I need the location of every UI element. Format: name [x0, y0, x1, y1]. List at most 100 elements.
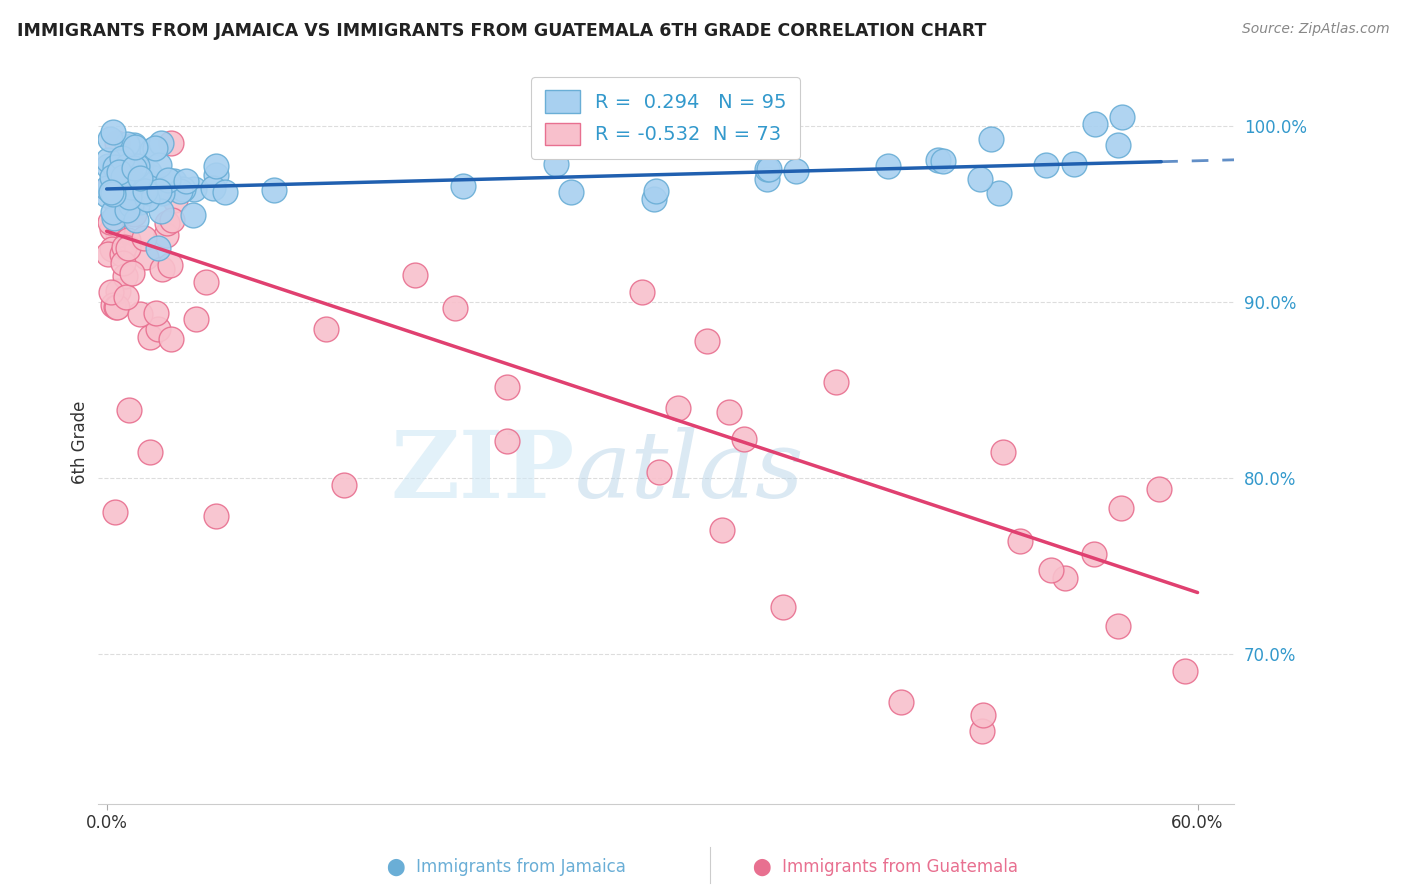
Point [136, 178, 159, 192]
Point [160, 213, 183, 227]
Point [444, 301, 467, 316]
Point [927, 153, 949, 167]
Point [560, 185, 582, 199]
Point [150, 203, 173, 218]
Point [183, 182, 205, 196]
Point [127, 159, 149, 173]
Point [149, 136, 172, 150]
Point [496, 380, 519, 394]
Point [174, 173, 197, 187]
Point [122, 161, 145, 176]
Point [138, 165, 160, 179]
Point [117, 242, 139, 256]
Point [772, 599, 794, 614]
Point [139, 445, 162, 459]
Text: Source: ZipAtlas.com: Source: ZipAtlas.com [1241, 22, 1389, 37]
Point [108, 165, 131, 179]
Point [97, 182, 120, 196]
Point [101, 184, 124, 198]
Point [114, 269, 136, 284]
Point [118, 189, 141, 203]
Point [163, 174, 186, 188]
Point [101, 221, 124, 235]
Point [1174, 664, 1197, 678]
Point [104, 160, 127, 174]
Point [105, 300, 128, 314]
Point [755, 162, 778, 177]
Point [1053, 571, 1076, 585]
Point [132, 184, 155, 198]
Point [159, 258, 181, 272]
Point [988, 186, 1011, 200]
Point [453, 179, 475, 194]
Point [96, 188, 118, 202]
Point [110, 160, 132, 174]
Point [131, 165, 153, 179]
Point [159, 332, 181, 346]
Point [107, 198, 129, 212]
Point [104, 300, 127, 314]
Point [758, 161, 780, 176]
Point [643, 193, 665, 207]
Point [655, 135, 678, 149]
Point [120, 198, 142, 212]
Text: ⬤  Immigrants from Jamaica: ⬤ Immigrants from Jamaica [387, 858, 626, 876]
Point [263, 183, 285, 197]
Point [139, 330, 162, 344]
Point [613, 116, 636, 130]
Point [163, 193, 186, 207]
Point [97, 247, 120, 261]
Point [122, 206, 145, 220]
Point [733, 432, 755, 446]
Point [1241, 581, 1264, 595]
Point [105, 185, 128, 199]
Point [785, 164, 807, 178]
Point [115, 290, 138, 304]
Point [108, 166, 131, 180]
Point [114, 182, 136, 196]
Point [100, 186, 122, 200]
Point [105, 136, 128, 150]
Point [544, 157, 567, 171]
Point [546, 110, 568, 124]
Point [824, 376, 846, 390]
Legend: R =  0.294   N = 95, R = -0.532  N = 73: R = 0.294 N = 95, R = -0.532 N = 73 [531, 77, 800, 159]
Point [96, 181, 118, 195]
Point [101, 169, 124, 184]
Point [118, 164, 141, 178]
Point [1109, 500, 1132, 515]
Point [125, 212, 148, 227]
Point [136, 192, 159, 206]
Point [1008, 534, 1031, 549]
Point [111, 256, 134, 270]
Point [143, 141, 166, 155]
Point [195, 275, 218, 289]
Text: ⬤  Immigrants from Guatemala: ⬤ Immigrants from Guatemala [754, 858, 1018, 876]
Point [148, 184, 170, 198]
Point [160, 136, 183, 150]
Point [172, 182, 194, 196]
Point [404, 268, 426, 283]
Point [1107, 619, 1129, 633]
Point [139, 176, 162, 190]
Point [202, 181, 225, 195]
Point [205, 508, 228, 523]
Point [214, 185, 236, 199]
Point [969, 172, 991, 186]
Point [121, 180, 143, 194]
Point [932, 154, 955, 169]
Point [155, 227, 177, 242]
Point [1149, 483, 1171, 497]
Point [169, 184, 191, 198]
Point [103, 211, 125, 225]
Point [205, 159, 228, 173]
Point [181, 208, 204, 222]
Point [1083, 547, 1105, 561]
Point [1111, 110, 1133, 124]
Point [1039, 563, 1062, 577]
Point [146, 241, 169, 255]
Point [117, 233, 139, 247]
Point [631, 285, 654, 299]
Point [711, 523, 734, 537]
Point [98, 132, 121, 146]
